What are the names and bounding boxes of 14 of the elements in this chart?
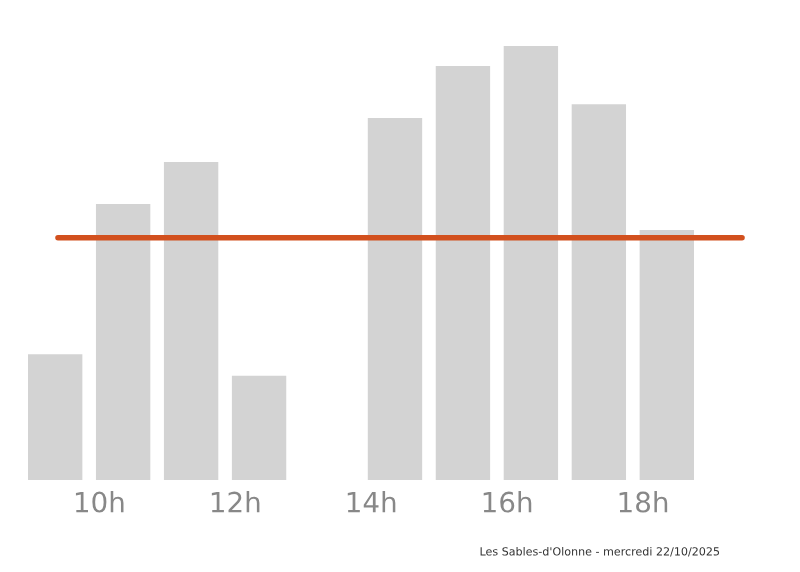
bar [435,65,491,480]
bar [231,375,287,480]
x-tick-label: 18h [619,491,668,513]
bar [503,46,559,480]
x-tick-label: 10h [75,491,124,513]
x-tick-label: 12h [211,491,260,513]
x-tick-label: 16h [483,491,532,513]
bar [571,104,627,480]
bar [639,230,694,480]
x-tick-label: 14h [347,491,396,513]
bar [163,161,219,480]
bar [28,354,83,480]
bar [95,203,151,480]
bar [367,118,423,480]
